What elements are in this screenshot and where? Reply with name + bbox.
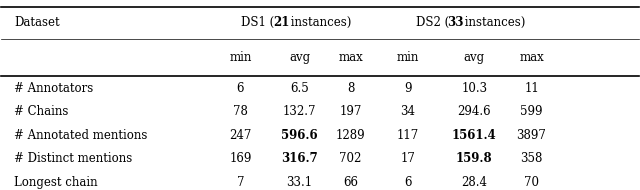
Text: DS1 (: DS1 ( bbox=[241, 16, 275, 29]
Text: avg: avg bbox=[463, 51, 484, 64]
Text: 247: 247 bbox=[229, 129, 252, 142]
Text: 358: 358 bbox=[520, 153, 543, 165]
Text: 70: 70 bbox=[524, 176, 539, 189]
Text: # Annotators: # Annotators bbox=[14, 82, 93, 95]
Text: 34: 34 bbox=[401, 105, 415, 118]
Text: 159.8: 159.8 bbox=[456, 153, 493, 165]
Text: 3897: 3897 bbox=[516, 129, 547, 142]
Text: 1561.4: 1561.4 bbox=[452, 129, 497, 142]
Text: 33.1: 33.1 bbox=[287, 176, 313, 189]
Text: 702: 702 bbox=[339, 153, 362, 165]
Text: # Annotated mentions: # Annotated mentions bbox=[14, 129, 147, 142]
Text: 9: 9 bbox=[404, 82, 412, 95]
Text: 66: 66 bbox=[343, 176, 358, 189]
Text: 117: 117 bbox=[397, 129, 419, 142]
Text: 11: 11 bbox=[524, 82, 539, 95]
Text: min: min bbox=[229, 51, 252, 64]
Text: # Distinct mentions: # Distinct mentions bbox=[14, 153, 132, 165]
Text: 33: 33 bbox=[447, 16, 464, 29]
Text: max: max bbox=[338, 51, 363, 64]
Text: 7: 7 bbox=[237, 176, 244, 189]
Text: 169: 169 bbox=[229, 153, 252, 165]
Text: 8: 8 bbox=[347, 82, 355, 95]
Text: 599: 599 bbox=[520, 105, 543, 118]
Text: 596.6: 596.6 bbox=[282, 129, 318, 142]
Text: 316.7: 316.7 bbox=[281, 153, 318, 165]
Text: 197: 197 bbox=[339, 105, 362, 118]
Text: 1289: 1289 bbox=[336, 129, 365, 142]
Text: # Chains: # Chains bbox=[14, 105, 68, 118]
Text: 6: 6 bbox=[237, 82, 244, 95]
Text: 78: 78 bbox=[233, 105, 248, 118]
Text: Longest chain: Longest chain bbox=[14, 176, 98, 189]
Text: instances): instances) bbox=[461, 16, 526, 29]
Text: 6: 6 bbox=[404, 176, 412, 189]
Text: Dataset: Dataset bbox=[14, 16, 60, 29]
Text: max: max bbox=[519, 51, 544, 64]
Text: 21: 21 bbox=[273, 16, 289, 29]
Text: instances): instances) bbox=[287, 16, 351, 29]
Text: 10.3: 10.3 bbox=[461, 82, 487, 95]
Text: DS2 (: DS2 ( bbox=[415, 16, 449, 29]
Text: 294.6: 294.6 bbox=[458, 105, 491, 118]
Text: avg: avg bbox=[289, 51, 310, 64]
Text: 132.7: 132.7 bbox=[283, 105, 316, 118]
Text: min: min bbox=[397, 51, 419, 64]
Text: 28.4: 28.4 bbox=[461, 176, 487, 189]
Text: 17: 17 bbox=[401, 153, 415, 165]
Text: 6.5: 6.5 bbox=[290, 82, 309, 95]
